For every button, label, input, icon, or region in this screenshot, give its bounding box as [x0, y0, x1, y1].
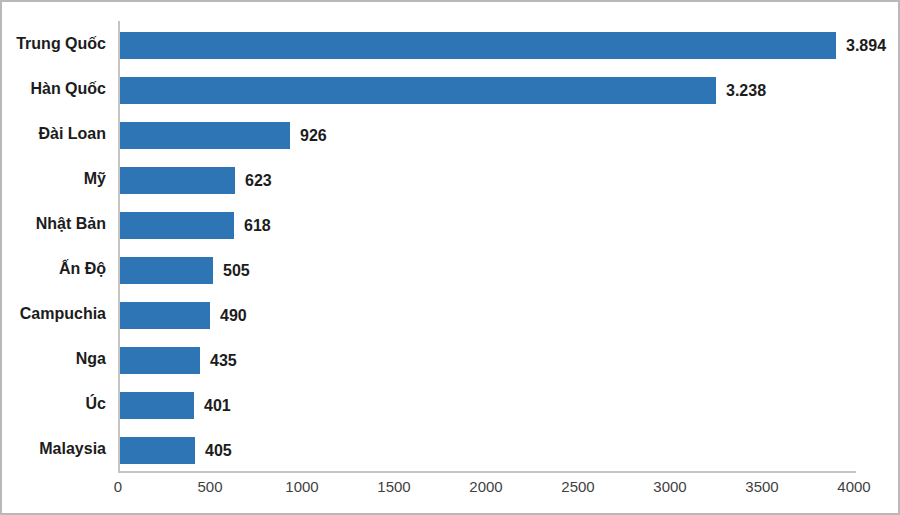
- x-tick-label: 3500: [745, 478, 778, 495]
- bar: [120, 212, 234, 239]
- bar: [120, 392, 194, 419]
- bar: [120, 122, 290, 149]
- value-label: 435: [210, 347, 237, 374]
- category-label: Hàn Quốc: [2, 66, 106, 111]
- x-tick-label: 4000: [837, 478, 870, 495]
- category-label: Trung Quốc: [2, 21, 106, 66]
- category-label: Mỹ: [2, 156, 106, 201]
- category-label: Malaysia: [2, 426, 106, 471]
- category-label: Đài Loan: [2, 111, 106, 156]
- bar: [120, 77, 716, 104]
- value-label: 926: [300, 122, 327, 149]
- bar: [120, 437, 195, 464]
- category-label: Nhật Bản: [2, 201, 106, 246]
- value-label: 3.894: [846, 32, 886, 59]
- x-tick-label: 3000: [653, 478, 686, 495]
- x-tick-label: 1000: [285, 478, 318, 495]
- x-tick-label: 2000: [469, 478, 502, 495]
- bar: [120, 32, 836, 59]
- value-label: 3.238: [726, 77, 766, 104]
- value-label: 401: [204, 392, 231, 419]
- category-label: Ấn Độ: [2, 246, 106, 291]
- x-tick-label: 2500: [561, 478, 594, 495]
- value-label: 623: [245, 167, 272, 194]
- chart-frame: Trung Quốc 3.894 Hàn Quốc 3.238 Đài Loan 926 M…: [0, 0, 900, 515]
- horizontal-bar-chart: Trung Quốc 3.894 Hàn Quốc 3.238 Đài Loan 926 M…: [2, 2, 898, 513]
- category-label: Nga: [2, 336, 106, 381]
- x-tick-label: 1500: [377, 478, 410, 495]
- bar: [120, 347, 200, 374]
- value-label: 505: [223, 257, 250, 284]
- category-label: Úc: [2, 381, 106, 426]
- value-label: 405: [205, 437, 232, 464]
- category-label: Campuchia: [2, 291, 106, 336]
- value-label: 490: [220, 302, 247, 329]
- x-tick-label: 500: [197, 478, 222, 495]
- x-tick-label: 0: [114, 478, 122, 495]
- value-label: 618: [244, 212, 271, 239]
- x-axis-line: [118, 471, 856, 473]
- bar: [120, 302, 210, 329]
- bar: [120, 167, 235, 194]
- bar: [120, 257, 213, 284]
